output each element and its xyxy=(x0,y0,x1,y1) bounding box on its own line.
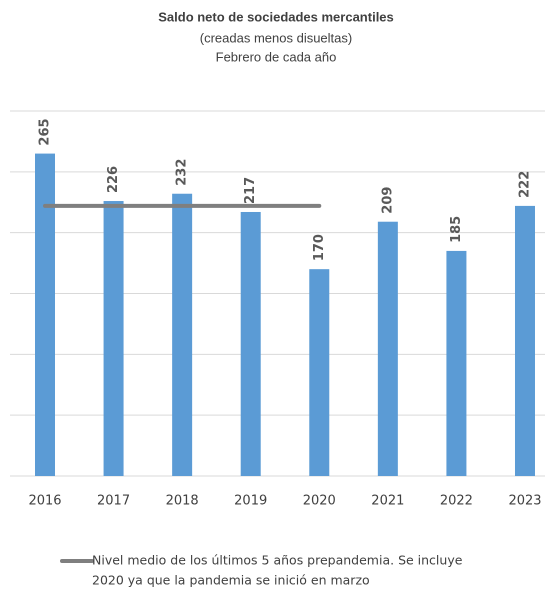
x-tick-label: 2019 xyxy=(234,494,267,509)
bar xyxy=(35,153,55,477)
x-tick-label: 2021 xyxy=(371,494,404,509)
value-label: 232 xyxy=(175,159,190,186)
x-tick-label: 2017 xyxy=(97,494,130,509)
x-tick-label: 2022 xyxy=(440,494,473,509)
value-label: 217 xyxy=(243,177,258,204)
legend-label: Nivel medio de los últimos 5 años prepan… xyxy=(92,553,463,568)
bar xyxy=(377,221,398,476)
bar xyxy=(172,193,193,476)
value-label: 226 xyxy=(106,166,121,193)
value-label: 170 xyxy=(312,234,327,261)
bar xyxy=(309,269,330,476)
value-label: 265 xyxy=(38,118,53,145)
bar xyxy=(240,211,261,476)
bar xyxy=(514,205,535,476)
x-tick-label: 2023 xyxy=(508,494,541,509)
legend-label: 2020 ya que la pandemia se inició en mar… xyxy=(92,573,370,588)
value-label: 209 xyxy=(380,187,395,214)
chart-subtitle: (creadas menos disueltas) xyxy=(200,30,352,45)
x-tick-label: 2020 xyxy=(303,494,336,509)
value-label: 185 xyxy=(449,216,464,243)
x-tick-label: 2016 xyxy=(28,494,61,509)
x-tick-label: 2018 xyxy=(166,494,199,509)
bar xyxy=(446,250,467,476)
value-label: 222 xyxy=(517,171,532,198)
chart-title: Saldo neto de sociedades mercantiles xyxy=(158,9,394,24)
chart-subtitle: Febrero de cada año xyxy=(216,49,337,64)
bar xyxy=(103,201,124,477)
